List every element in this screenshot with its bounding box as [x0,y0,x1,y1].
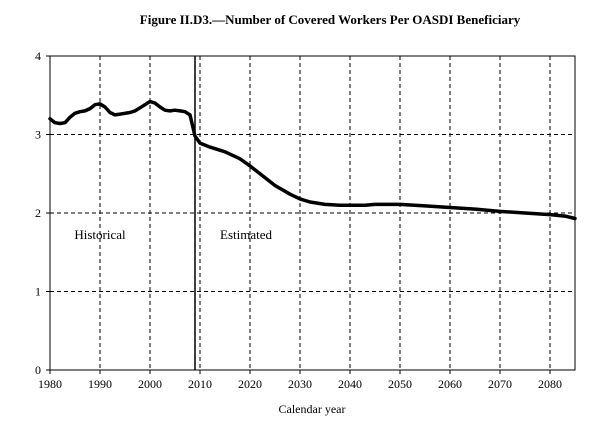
annotation-estimated: Estimated [220,227,272,242]
x-tick-label: 2070 [488,377,512,391]
chart-title: Figure II.D3.—Number of Covered Workers … [140,12,521,27]
x-tick-label: 1990 [88,377,112,391]
y-tick-label: 3 [35,128,41,142]
x-tick-label: 2020 [238,377,262,391]
x-tick-label: 2030 [288,377,312,391]
x-tick-label: 2060 [438,377,462,391]
x-tick-label: 2050 [388,377,412,391]
y-tick-label: 1 [35,285,41,299]
x-tick-label: 2010 [188,377,212,391]
x-tick-label: 2080 [538,377,562,391]
x-axis-label: Calendar year [279,402,346,416]
series-line-0 [48,99,577,221]
x-tick-label: 1980 [38,377,62,391]
y-tick-label: 2 [35,206,41,220]
y-tick-label: 0 [35,363,41,377]
x-tick-label: 2000 [138,377,162,391]
y-tick-label: 4 [35,49,41,63]
annotation-historical: Historical [74,227,126,242]
x-tick-label: 2040 [338,377,362,391]
